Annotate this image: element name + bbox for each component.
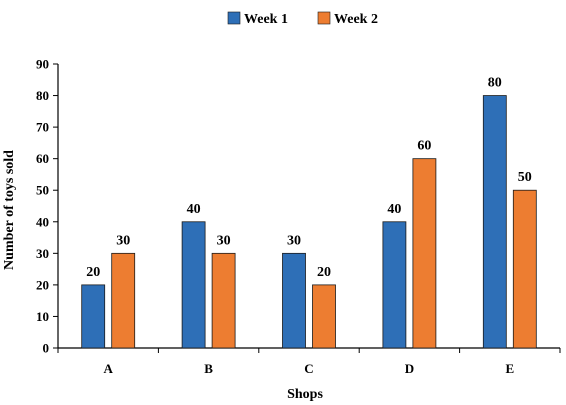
data-label: 20 [317, 265, 331, 280]
y-tick-label: 50 [36, 183, 49, 198]
x-tick-label: B [204, 361, 213, 376]
bar [211, 252, 236, 349]
data-label: 60 [417, 139, 431, 154]
legend-swatch [317, 11, 331, 25]
data-label: 40 [387, 202, 401, 217]
y-tick-label: 10 [36, 309, 49, 324]
bars [81, 95, 537, 349]
y-tick-label: 40 [36, 214, 49, 229]
data-label: 50 [518, 170, 532, 185]
y-tick-label: 0 [43, 341, 50, 356]
bar [512, 189, 537, 349]
legend: Week 1 Week 2 [227, 11, 378, 27]
y-axis-title: Number of toys sold [2, 150, 17, 270]
y-tick-label: 20 [36, 277, 49, 292]
data-label: 80 [488, 76, 502, 91]
x-tick-label: E [505, 361, 514, 376]
x-axis-title: Shops [287, 387, 323, 402]
y-tick-label: 90 [36, 57, 49, 72]
legend-label: Week 1 [244, 12, 288, 27]
legend-swatch [227, 11, 241, 25]
data-label: 30 [116, 233, 130, 248]
x-tick-label: A [104, 361, 114, 376]
y-tick-label: 60 [36, 151, 49, 166]
data-label: 40 [187, 202, 201, 217]
data-label: 20 [86, 265, 100, 280]
y-axis: 0 10 20 30 40 50 60 70 80 90 [36, 57, 59, 356]
bar [181, 221, 206, 349]
data-label: 30 [287, 233, 301, 248]
x-axis: A B C D E [57, 347, 561, 376]
bar [282, 252, 306, 349]
bar [81, 284, 106, 349]
data-labels: 20 30 40 30 30 20 40 60 80 50 [86, 76, 532, 280]
bar [382, 221, 407, 349]
x-tick-label: C [304, 361, 313, 376]
y-tick-label: 80 [36, 88, 49, 103]
bar [111, 252, 136, 349]
bar [482, 95, 507, 349]
y-tick-label: 70 [36, 120, 49, 135]
bar [312, 284, 336, 349]
x-tick-label: D [405, 361, 414, 376]
legend-label: Week 2 [334, 12, 378, 27]
bar [412, 158, 437, 349]
data-label: 30 [217, 233, 231, 248]
y-tick-label: 30 [36, 246, 49, 261]
